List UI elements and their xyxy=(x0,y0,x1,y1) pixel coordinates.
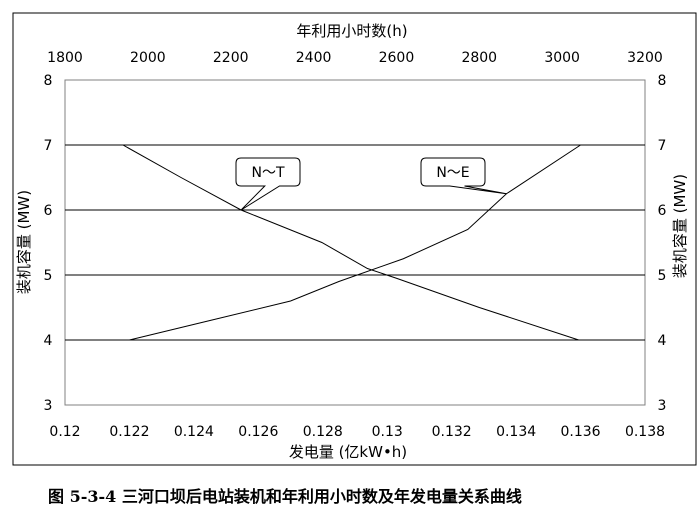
right-axis-label: 装机容量 (MW) xyxy=(671,174,689,278)
y-tick-label-right: 8 xyxy=(658,73,667,89)
figure-caption: 图 5-3-4 三河口坝后电站装机和年利用小时数及年发电量关系曲线 xyxy=(48,487,522,506)
callout-box xyxy=(420,157,507,195)
x-bottom-tick-label: 0.12 xyxy=(49,424,80,440)
plot-area xyxy=(64,79,646,406)
x-top-tick-label: 2000 xyxy=(130,50,166,66)
series-label: N～T xyxy=(251,165,284,181)
y-tick-label-right: 5 xyxy=(658,268,667,284)
y-tick-label-left: 7 xyxy=(44,138,53,154)
series-label: N～E xyxy=(436,165,469,181)
top-axis-label: 年利用小时数(h) xyxy=(296,22,407,40)
series-line xyxy=(122,144,579,341)
x-bottom-tick-label: 0.13 xyxy=(372,424,403,440)
y-tick-label-left: 3 xyxy=(44,398,53,414)
y-tick-label-right: 4 xyxy=(658,333,667,349)
x-top-tick-label: 3200 xyxy=(627,50,663,66)
left-axis-label: 装机容量 (MW) xyxy=(15,190,33,294)
callout-box xyxy=(235,157,301,211)
y-tick-label-left: 5 xyxy=(44,268,53,284)
y-tick-label-right: 7 xyxy=(658,138,667,154)
bottom-axis-label: 发电量 (亿kW•h) xyxy=(289,443,407,461)
x-top-tick-label: 3000 xyxy=(544,50,580,66)
x-bottom-tick-label: 0.136 xyxy=(561,424,601,440)
series-line xyxy=(129,144,581,341)
y-tick-label-left: 8 xyxy=(44,73,53,89)
tick-labels: 3 3 4 4 5 5 6 6 7 7 8 8 0.12 0.122 0.124 0.126 0.128 0.13… xyxy=(44,50,667,440)
x-top-tick-label: 2600 xyxy=(379,50,415,66)
x-top-tick-label: 2400 xyxy=(296,50,332,66)
x-bottom-tick-label: 0.126 xyxy=(238,424,278,440)
x-top-tick-label: 2200 xyxy=(213,50,249,66)
y-tick-label-left: 6 xyxy=(44,203,53,219)
x-bottom-tick-label: 0.122 xyxy=(109,424,149,440)
x-top-tick-label: 1800 xyxy=(47,50,83,66)
x-bottom-tick-label: 0.138 xyxy=(625,424,665,440)
x-top-tick-label: 2800 xyxy=(461,50,497,66)
x-bottom-tick-label: 0.128 xyxy=(303,424,343,440)
y-tick-label-right: 3 xyxy=(658,398,667,414)
chart: N～T N～E 3 3 4 4 5 5 6 6 7 7 8 8 0.12 0.122 0.124 0.126 0.… xyxy=(12,12,697,466)
x-bottom-tick-label: 0.132 xyxy=(432,424,472,440)
series-group xyxy=(122,144,581,341)
x-bottom-tick-label: 0.124 xyxy=(174,424,214,440)
x-bottom-tick-label: 0.134 xyxy=(496,424,536,440)
y-tick-label-left: 4 xyxy=(44,333,53,349)
gridlines xyxy=(65,144,645,341)
y-tick-label-right: 6 xyxy=(658,203,667,219)
callouts: N～T N～E xyxy=(235,157,507,211)
